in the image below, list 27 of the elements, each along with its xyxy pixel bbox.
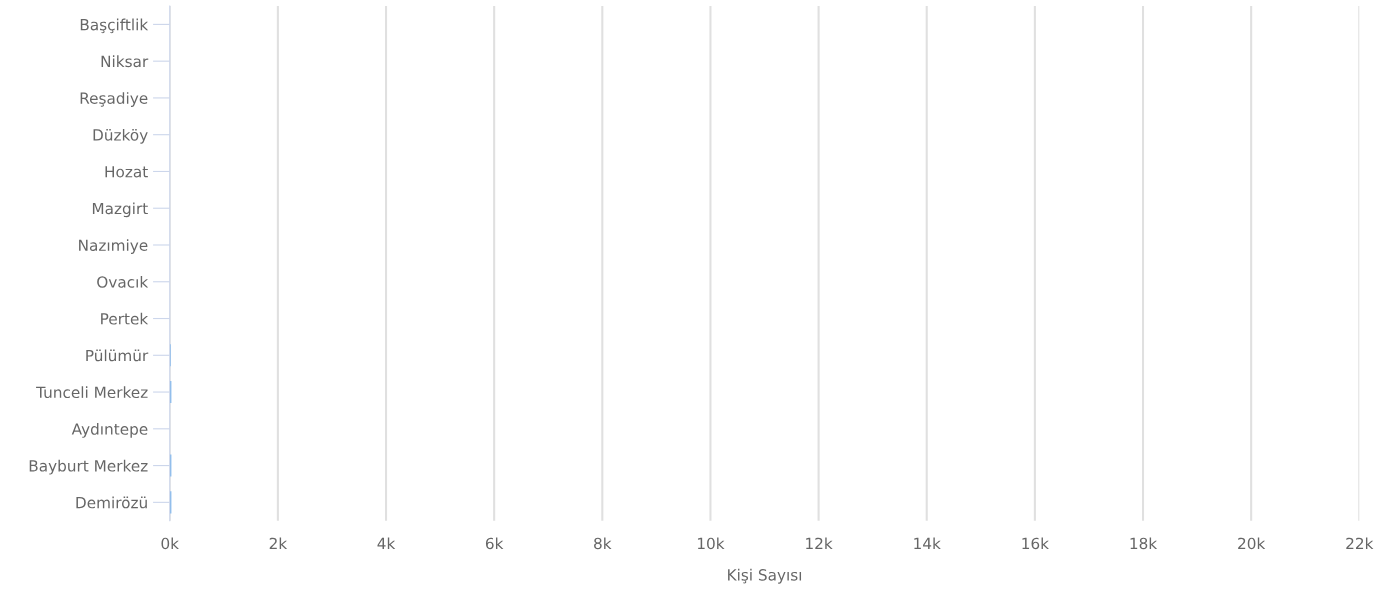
x-tick-label: 22k [1346,537,1374,550]
y-tick-label: Tunceli Merkez [36,386,148,399]
y-tick-label: Pertek [101,312,149,325]
x-tick-label: 0k [161,537,179,550]
x-tick-label: 2k [269,537,288,550]
x-tick-label: 20k [1238,537,1266,550]
y-tick-label: Reşadiye [80,92,148,107]
y-tick-label: Aydıntepe [71,423,148,438]
x-axis-title: Kişi Sayısı [728,568,802,584]
y-tick-label: Hozat [105,166,148,178]
y-tick-label: Niksar [101,55,149,68]
y-tick-label: Düzköy [93,128,148,144]
x-tick-label: 6k [485,537,504,550]
y-tick-label: Ovacık [97,275,149,288]
x-tick-label: 14k [914,537,941,550]
y-tick-label: Mazgirt [92,202,148,218]
y-tick-label: Bayburt Merkez [29,459,148,475]
x-tick-label: 10k [697,537,725,550]
y-tick-label: Nazımiye [79,239,148,254]
x-tick-label: 12k [806,537,833,550]
x-tick-label: 4k [377,537,396,550]
y-tick-label: Pülümür [86,349,149,362]
x-tick-label: 18k [1130,537,1158,550]
x-tick-label: 16k [1022,537,1049,550]
y-tick-label: Demirözü [76,496,147,509]
y-tick-label: Başçiftlik [80,18,149,34]
x-tick-label: 8k [594,537,612,550]
